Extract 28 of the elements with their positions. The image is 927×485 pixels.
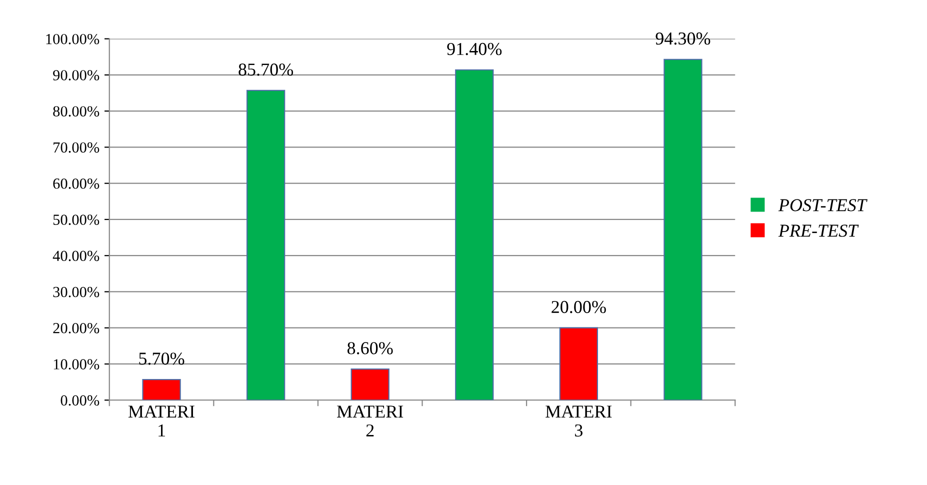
y-tick-label: 90.00% — [53, 70, 100, 80]
data-label: 85.70% — [238, 64, 294, 76]
bar — [455, 69, 494, 400]
x-tick-label: MATERI 3 — [546, 406, 612, 437]
bar — [664, 58, 702, 400]
legend-label: POST-TEST — [778, 199, 868, 212]
y-tick-label: 30.00% — [53, 286, 100, 298]
y-tick-label: 40.00% — [52, 250, 100, 262]
x-tick-label: MATERI 1 — [128, 406, 194, 436]
bar — [246, 90, 286, 400]
y-tick-label: 0.00% — [60, 395, 100, 406]
bar — [142, 378, 181, 400]
data-label: 20.00% — [552, 300, 606, 314]
data-label: 5.70% — [139, 352, 184, 365]
y-tick-label: 60.00% — [53, 178, 100, 189]
y-tick-label: 80.00% — [53, 106, 100, 117]
bar — [350, 368, 390, 400]
y-tick-label: 10.00% — [54, 359, 100, 370]
y-tick-label: 70.00% — [54, 142, 100, 153]
y-tick-label: 50.00% — [53, 214, 100, 225]
data-label: 94.30% — [656, 32, 710, 45]
data-label: 8.60% — [347, 342, 393, 354]
y-tick-label: 100.00% — [46, 34, 100, 44]
legend-label: PRE-TEST — [778, 224, 859, 237]
bar — [559, 327, 598, 400]
x-tick-label: MATERI 2 — [337, 406, 404, 436]
y-tick-label: 20.00% — [53, 323, 100, 334]
data-label: 91.40% — [447, 42, 502, 56]
